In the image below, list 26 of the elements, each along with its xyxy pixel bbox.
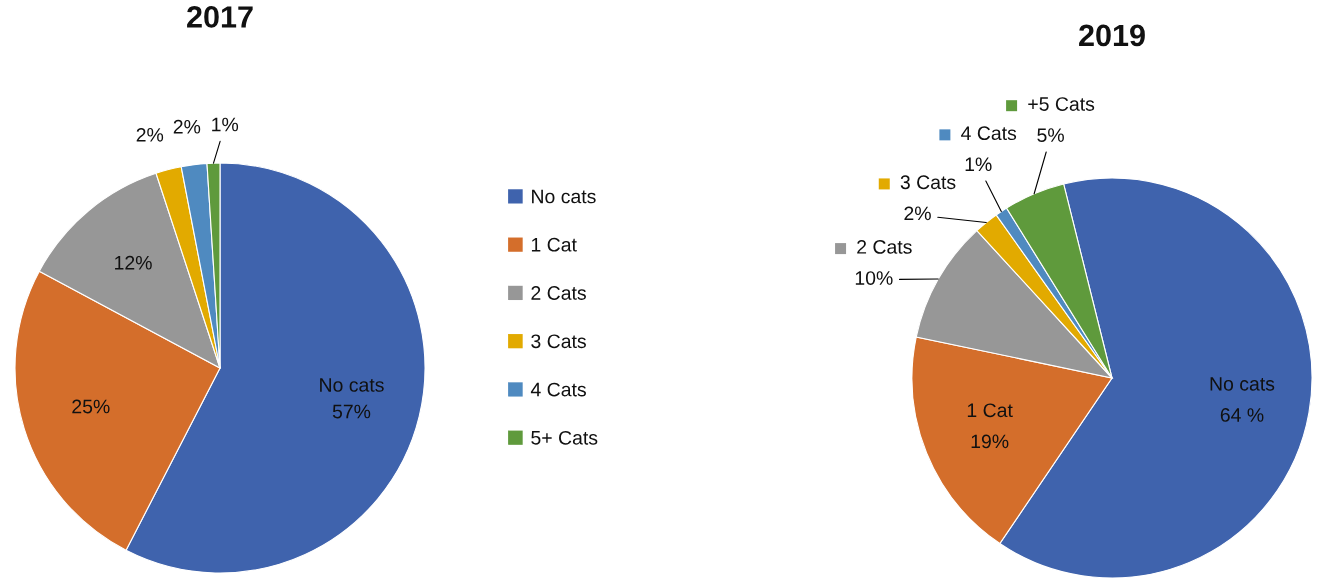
legend-label: 4 Cats xyxy=(961,126,1017,141)
data-label: No cats 57% xyxy=(320,378,384,419)
legend-label: +5 Cats xyxy=(1028,97,1095,111)
data-label: 64 % xyxy=(1220,408,1264,422)
data-label: 5% xyxy=(1037,128,1064,143)
data-label: 25% xyxy=(72,399,110,414)
data-label: 1% xyxy=(965,157,992,172)
data-label: 2% xyxy=(173,119,201,134)
data-label: 2% xyxy=(904,206,931,221)
chart-title: 2017 xyxy=(187,6,253,28)
slice-label: 1 Cat xyxy=(967,403,1013,418)
data-label: 12% xyxy=(115,255,152,270)
data-label: 19% xyxy=(971,434,1009,449)
chart-title: 2019 xyxy=(1079,24,1145,47)
legend-label: 4 Cats xyxy=(530,382,586,397)
legend-label: 3 Cats xyxy=(531,334,586,349)
legend-label: 3 Cats xyxy=(900,175,956,190)
data-label: 2% xyxy=(136,127,164,142)
data-label: 1% xyxy=(212,117,239,132)
data-label: 10% xyxy=(855,271,893,285)
legend-label: 2 Cats xyxy=(531,286,586,300)
slice-label: No cats xyxy=(1210,377,1275,391)
legend-label: 2 Cats xyxy=(857,240,912,254)
legend-label: No cats xyxy=(532,189,596,204)
legend-label: 1 Cat xyxy=(531,237,577,252)
legend-label: 5+ Cats xyxy=(531,430,598,445)
